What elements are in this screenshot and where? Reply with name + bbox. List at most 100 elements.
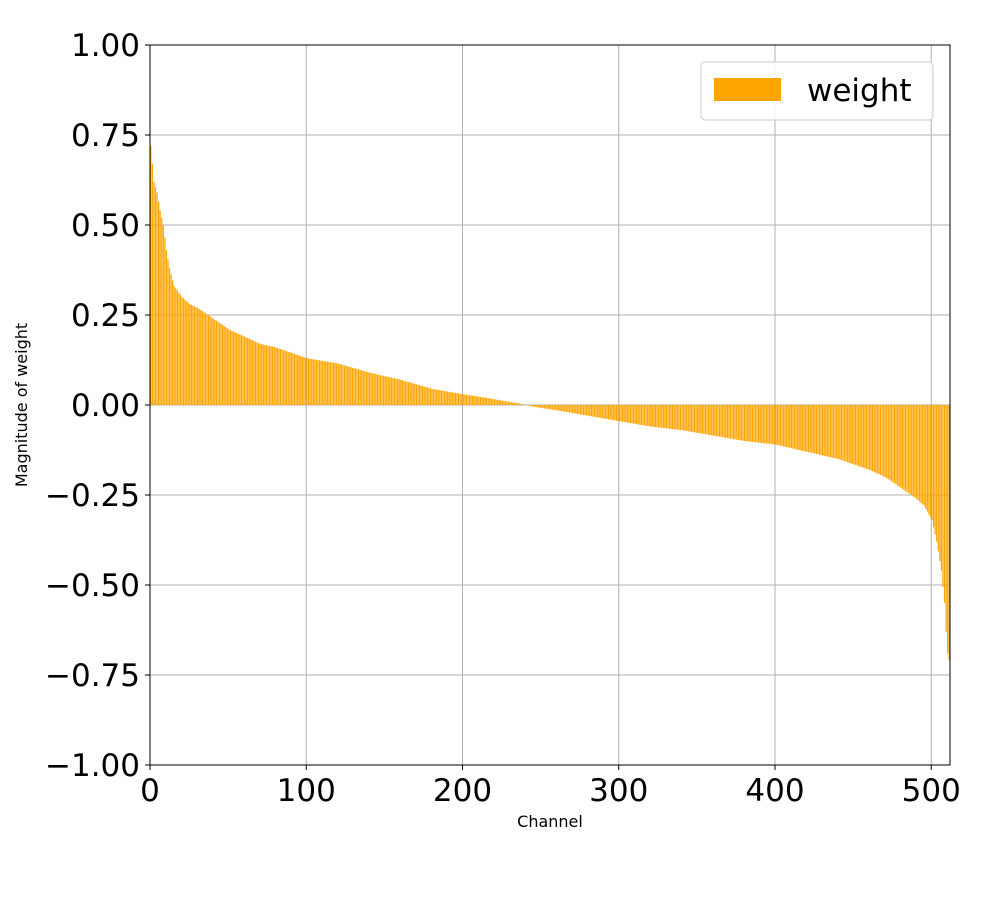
bar-192: [450, 392, 452, 405]
bar-371: [729, 405, 732, 439]
bar-30: [197, 307, 199, 405]
bar-156: [393, 378, 396, 405]
bar-220: [493, 399, 496, 405]
bar-329: [664, 405, 666, 429]
bar-408: [787, 405, 789, 448]
bar-188: [443, 390, 446, 405]
bar-22: [184, 299, 186, 405]
bar-79: [273, 347, 275, 405]
bar-242: [528, 405, 530, 406]
bar-494: [922, 405, 924, 505]
bar-89: [289, 352, 291, 405]
bar-48: [225, 327, 227, 405]
bar-255: [548, 405, 550, 410]
bar-113: [326, 361, 328, 405]
bar-407: [786, 405, 788, 448]
bar-149: [382, 375, 385, 405]
bar-301: [620, 405, 622, 422]
bar-269: [570, 405, 572, 413]
bar-74: [265, 345, 268, 405]
bar-55: [236, 333, 238, 405]
y-tick-label-4: 0.00: [71, 388, 140, 424]
bar-84: [281, 349, 283, 405]
bar-359: [711, 405, 713, 436]
bar-series-weight: [150, 145, 950, 661]
bar-142: [372, 373, 374, 405]
bar-197: [457, 393, 460, 405]
bar-282: [590, 405, 593, 417]
bar-137: [364, 371, 366, 405]
bar-209: [476, 396, 478, 405]
bar-20: [181, 297, 183, 405]
bar-205: [470, 395, 472, 405]
bar-53: [232, 331, 235, 405]
bar-334: [672, 405, 674, 430]
bar-26: [190, 304, 193, 405]
bar-112: [325, 361, 327, 405]
bar-167: [411, 382, 413, 405]
bar-340: [681, 405, 683, 431]
bar-78: [272, 346, 274, 405]
bar-272: [575, 405, 577, 414]
bar-116: [331, 362, 333, 405]
bar-355: [704, 405, 707, 435]
bar-438: [834, 405, 836, 459]
bar-136: [362, 370, 364, 405]
bar-196: [456, 393, 458, 405]
bar-61: [245, 337, 247, 405]
bar-41: [214, 319, 216, 405]
bar-354: [703, 405, 705, 434]
bar-13: [170, 274, 172, 405]
bar-152: [387, 376, 389, 405]
bar-191: [448, 391, 450, 405]
bar-332: [668, 405, 671, 429]
bar-190: [447, 391, 449, 405]
bar-352: [700, 405, 702, 434]
bar-174: [422, 386, 424, 405]
y-tick-label-0: 1.00: [71, 28, 140, 64]
bar-459: [867, 405, 869, 470]
bar-457: [864, 405, 866, 469]
bar-139: [367, 372, 369, 405]
bar-185: [439, 390, 441, 405]
bar-289: [601, 405, 603, 419]
bar-306: [628, 405, 630, 423]
bar-34: [203, 312, 205, 405]
bar-279: [586, 405, 588, 416]
bar-75: [267, 345, 269, 405]
bar-331: [667, 405, 669, 429]
bar-189: [445, 391, 447, 405]
bar-471: [886, 405, 888, 479]
bar-283: [592, 405, 594, 417]
y-axis-ticks: 1.00 0.75 0.50 0.25 0.00 −0.25 −0.50 −0.75 −1.00: [45, 28, 150, 784]
bar-370: [728, 405, 730, 439]
bar-6: [159, 210, 161, 405]
bar-77: [270, 346, 272, 405]
bar-505: [939, 405, 941, 561]
bar-183: [436, 389, 438, 405]
y-axis-label: Magnitude of weight: [12, 323, 31, 487]
bar-454: [859, 405, 861, 467]
bar-7: [161, 217, 163, 405]
bar-181: [432, 389, 435, 405]
bar-224: [500, 400, 502, 405]
bar-460: [868, 405, 871, 470]
bar-219: [492, 398, 494, 405]
bar-278: [584, 405, 586, 416]
bar-443: [842, 405, 844, 461]
bar-501: [932, 405, 935, 528]
bar-275: [579, 405, 582, 415]
y-tick-label-2: 0.50: [71, 208, 140, 244]
bar-268: [568, 405, 571, 413]
bar-475: [892, 405, 894, 483]
bar-146: [378, 374, 380, 405]
bar-488: [912, 405, 914, 497]
bar-291: [604, 405, 607, 419]
bar-276: [581, 405, 583, 415]
bar-415: [798, 405, 800, 450]
bar-326: [659, 405, 661, 428]
bar-312: [637, 405, 639, 425]
bar-345: [689, 405, 691, 432]
bar-307: [629, 405, 632, 424]
bar-17: [176, 290, 178, 405]
